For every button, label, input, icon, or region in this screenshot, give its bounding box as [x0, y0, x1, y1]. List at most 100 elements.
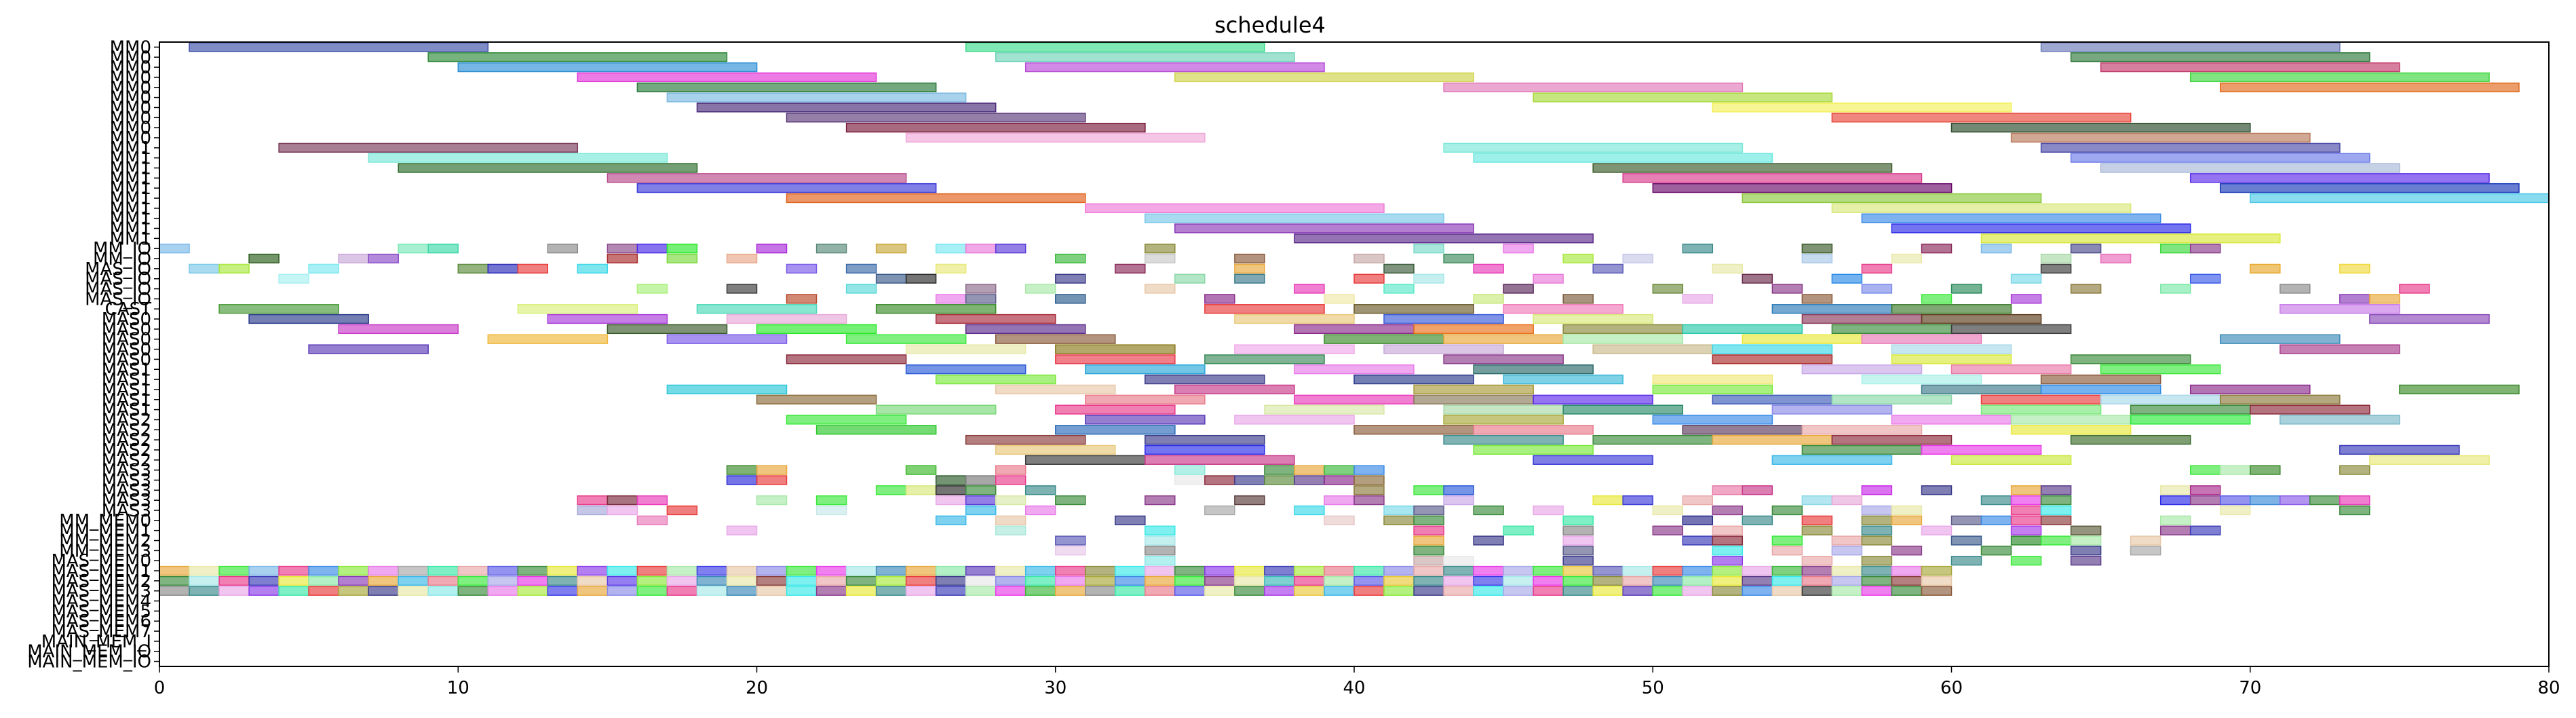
- task-bar: [308, 344, 429, 354]
- task-bar: [995, 334, 1116, 344]
- task-bar: [726, 284, 758, 294]
- task-bar: [1413, 535, 1444, 546]
- task-bar: [636, 183, 937, 193]
- task-bar: [1174, 586, 1206, 596]
- task-bar: [1712, 344, 1833, 354]
- task-bar: [1682, 495, 1714, 506]
- task-bar: [2280, 495, 2311, 506]
- task-bar: [1831, 586, 1863, 596]
- task-bar: [1443, 82, 1744, 92]
- task-bar: [1861, 556, 1893, 566]
- task-bar: [1055, 495, 1086, 506]
- y-tick-label: MM0: [110, 128, 151, 149]
- task-bar: [189, 42, 489, 52]
- task-bar: [2040, 515, 2072, 525]
- task-bar: [2159, 525, 2191, 535]
- y-tick-label: MAS1: [102, 390, 151, 411]
- task-bar: [1891, 586, 1923, 596]
- x-tick-label: 50: [1642, 678, 1664, 698]
- task-bar: [995, 586, 1026, 596]
- x-tick-label: 40: [1343, 678, 1365, 698]
- y-tick-label: MM_IO: [93, 249, 151, 269]
- y-tick-label: MAS_MEM0: [51, 551, 151, 571]
- task-bar: [1712, 586, 1744, 596]
- task-bar: [666, 505, 698, 516]
- task-bar: [1652, 374, 1773, 385]
- task-bar: [398, 565, 429, 576]
- task-bar: [1592, 263, 1623, 274]
- task-bar: [338, 586, 369, 596]
- task-bar: [398, 586, 429, 596]
- task-bar: [398, 163, 698, 173]
- x-tick-label: 60: [1940, 678, 1963, 698]
- task-bar: [2070, 354, 2191, 364]
- task-bar: [2040, 42, 2341, 52]
- task-bar: [1771, 404, 1893, 415]
- task-bar: [218, 263, 250, 274]
- task-bar: [1562, 565, 1594, 576]
- task-bar: [726, 253, 758, 264]
- task-bar: [905, 364, 1026, 375]
- y-tick-label: MAS0: [102, 320, 151, 340]
- task-bar: [965, 324, 1086, 335]
- task-bar: [547, 244, 579, 254]
- y-tick-label: MM_MEM3: [59, 541, 151, 561]
- task-bar: [427, 565, 459, 576]
- task-bar: [1353, 485, 1385, 495]
- task-bar: [1294, 465, 1325, 475]
- task-bar: [1413, 546, 1444, 556]
- task-bar: [1831, 495, 1863, 506]
- task-bar: [1950, 364, 2072, 375]
- task-bar: [1055, 586, 1086, 596]
- task-bar: [1204, 565, 1235, 576]
- y-tick-label: MM0: [110, 48, 151, 68]
- task-bar: [875, 304, 997, 314]
- task-bar: [1264, 565, 1295, 576]
- task-bar: [935, 263, 967, 274]
- task-bar: [1145, 244, 1176, 254]
- task-bar: [1980, 244, 2012, 254]
- task-bar: [2219, 82, 2520, 92]
- task-bar: [547, 314, 668, 324]
- task-bar: [815, 244, 847, 254]
- y-tick-label: MM0: [110, 78, 151, 98]
- task-bar: [1473, 294, 1504, 304]
- task-bar: [278, 575, 309, 586]
- task-bar: [1024, 565, 1056, 576]
- task-bar: [1353, 475, 1385, 485]
- task-bar: [1682, 515, 1714, 525]
- task-bar: [1831, 575, 1863, 586]
- task-bar: [1622, 173, 1923, 183]
- task-bar: [1085, 565, 1116, 576]
- y-tick-label: MAS3: [102, 501, 151, 521]
- task-bar: [547, 586, 579, 596]
- task-bar: [1980, 394, 2102, 404]
- task-bar: [457, 565, 489, 576]
- task-bar: [935, 374, 1056, 385]
- task-bar: [1950, 284, 1982, 294]
- task-bar: [1204, 475, 1235, 485]
- task-bar: [577, 72, 877, 83]
- task-bar: [1742, 575, 1773, 586]
- task-bar: [577, 565, 609, 576]
- task-bar: [2189, 273, 2221, 284]
- task-bar: [1055, 425, 1176, 435]
- task-bar: [1712, 556, 1744, 566]
- task-bar: [2010, 425, 2132, 435]
- y-tick-label: MAS2: [102, 451, 151, 471]
- task-bar: [248, 575, 280, 586]
- task-bar: [1383, 515, 1415, 525]
- task-bar: [1353, 565, 1385, 576]
- task-bar: [577, 505, 609, 516]
- task-bar: [726, 525, 758, 535]
- task-bar: [487, 565, 519, 576]
- task-bar: [965, 42, 1265, 52]
- task-bar: [1324, 465, 1355, 475]
- task-bar: [1353, 253, 1385, 264]
- task-bar: [1533, 455, 1653, 465]
- y-tick-label: MM1: [110, 149, 151, 169]
- task-bar: [1234, 475, 1265, 485]
- task-bar: [1234, 565, 1265, 576]
- task-bar: [487, 334, 609, 344]
- task-bar: [1145, 565, 1176, 576]
